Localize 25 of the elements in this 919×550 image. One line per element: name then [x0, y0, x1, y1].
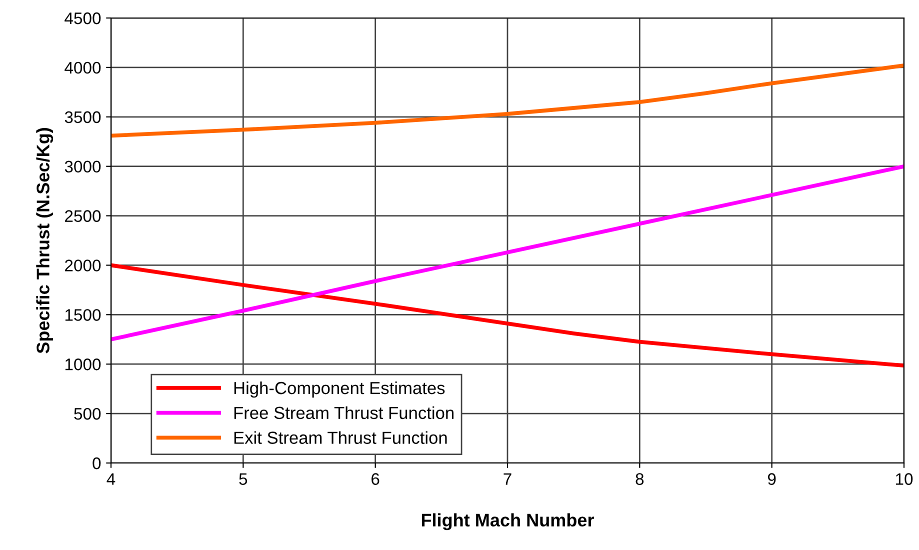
- y-tick-label: 500: [74, 408, 101, 420]
- y-axis-title: Specific Thrust (N.Sec/Kg): [36, 128, 54, 354]
- x-tick-label: 10: [896, 473, 913, 485]
- y-tick-label: 1500: [65, 309, 101, 321]
- legend-label: Free Stream Thrust Function: [234, 406, 454, 420]
- x-tick-label: 6: [372, 473, 380, 485]
- y-tick-label: 1000: [65, 358, 101, 370]
- x-tick-label: 7: [504, 473, 512, 485]
- x-tick-label: 4: [106, 473, 116, 485]
- line-series: [111, 164, 904, 342]
- line-series: [111, 64, 904, 138]
- line-series: [111, 263, 904, 368]
- x-axis-title: Flight Mach Number: [422, 513, 594, 530]
- x-tick-label: 8: [636, 473, 644, 485]
- legend-label: High-Component Estimates: [234, 381, 445, 398]
- y-tick-label: 3500: [64, 111, 101, 124]
- y-tick-label: 3000: [64, 160, 101, 173]
- x-tick-label: 5: [239, 473, 248, 485]
- legend-label: Exit Stream Thrust Function: [234, 431, 447, 444]
- y-tick-label: 2000: [65, 260, 101, 272]
- x-tick-label: 9: [768, 473, 776, 485]
- y-tick-label: 2500: [65, 210, 101, 222]
- y-tick-label: 4500: [64, 12, 101, 24]
- y-tick-label: 4000: [64, 62, 101, 74]
- y-tick-label: 0: [92, 457, 101, 470]
